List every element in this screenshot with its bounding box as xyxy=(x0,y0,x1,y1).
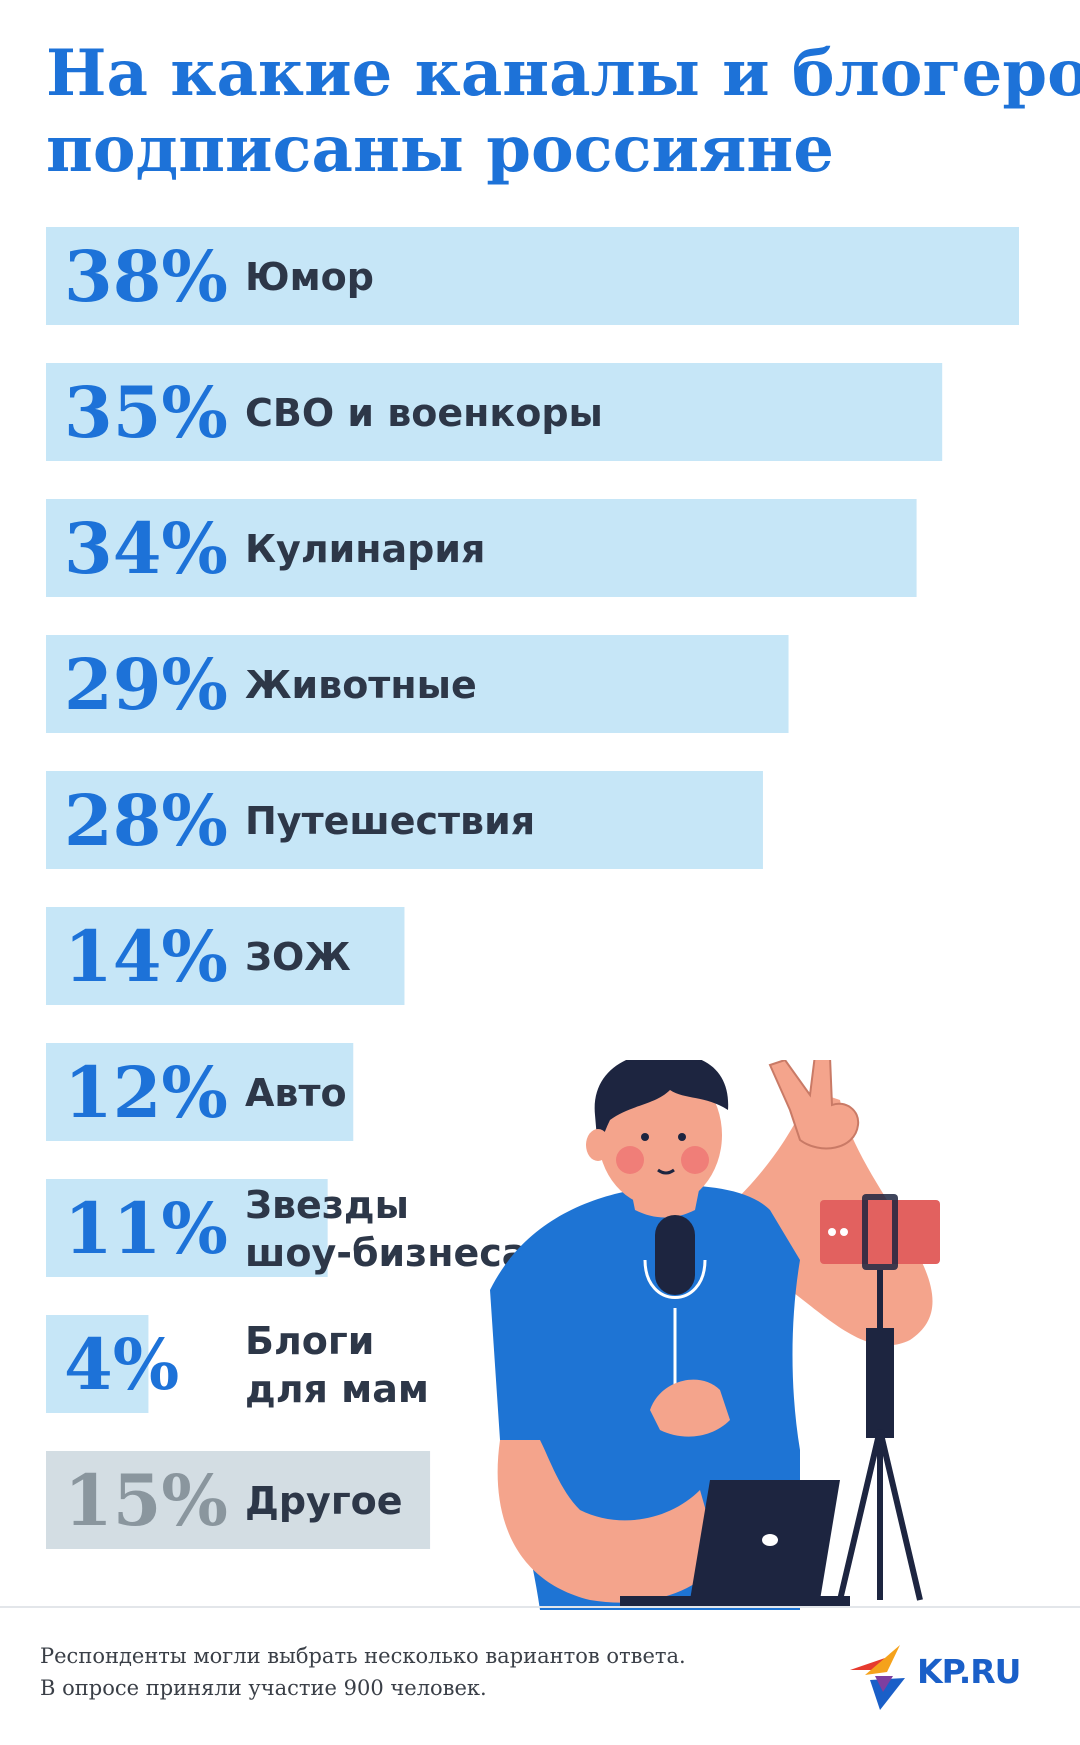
bar-category-label: Животные xyxy=(245,663,477,707)
bar-row: 28% Путешествия xyxy=(46,771,763,869)
survey-note-line-2: В опросе приняли участие 900 человек. xyxy=(40,1676,487,1700)
bar-category-label: Путешествия xyxy=(245,799,535,843)
bar-row: 15% Другое xyxy=(46,1451,431,1549)
bar-value-label: 38% xyxy=(64,235,228,318)
logo-text: KP.RU xyxy=(917,1652,1021,1691)
bar xyxy=(46,1451,431,1549)
survey-note-line-1: Респонденты могли выбрать несколько вари… xyxy=(40,1644,686,1668)
mouth xyxy=(657,1168,675,1175)
bar-row: 4% Блоги для мам xyxy=(46,1315,429,1413)
bar-value-label: 35% xyxy=(64,371,228,454)
lower-arm xyxy=(497,1440,720,1603)
bar-row: 14% ЗОЖ xyxy=(46,907,405,1005)
bar xyxy=(46,907,405,1005)
bar-row: 12% Авто xyxy=(46,1043,354,1141)
cheek-left xyxy=(616,1146,644,1174)
ear-left xyxy=(586,1129,610,1161)
bar-value-label: 11% xyxy=(64,1187,228,1270)
microphone-icon xyxy=(655,1215,695,1295)
page-title: На какие каналы и блогеров подписаны рос… xyxy=(46,36,1080,188)
bar-category-label: Другое xyxy=(245,1479,403,1523)
blogger-illustration xyxy=(490,1060,940,1610)
bar-category-label: СВО и военкоры xyxy=(245,391,603,435)
horizontal-bar-chart: 38% Юмор 35% СВО и военкоры 34% Кулинария 29% Ж… xyxy=(46,227,1019,1549)
bar-value-label: 15% xyxy=(64,1459,228,1542)
title-line-2: подписаны россияне xyxy=(46,112,834,187)
tripod-icon xyxy=(837,1429,883,1601)
hair xyxy=(594,1060,729,1150)
survey-note: Респонденты могли выбрать несколько вари… xyxy=(40,1640,686,1704)
bar xyxy=(46,363,943,461)
bar-category-label: Блоги для мам xyxy=(245,1319,429,1411)
eye-right xyxy=(678,1133,686,1141)
eye-left xyxy=(641,1133,649,1141)
bar-value-label: 12% xyxy=(64,1051,228,1134)
bar-value-label: 28% xyxy=(64,779,228,862)
bar-row: 38% Юмор xyxy=(46,227,1019,325)
bar-category-label: Юмор xyxy=(245,255,374,299)
bar-value-label: 14% xyxy=(64,915,228,998)
bar xyxy=(46,227,1019,325)
footer-divider xyxy=(0,1606,1080,1608)
bar-row: 11% Звезды шоу-бизнеса xyxy=(46,1179,527,1277)
bar xyxy=(46,1315,149,1413)
kp-ru-logo[interactable]: KP.RU xyxy=(845,1640,1045,1712)
bar xyxy=(46,499,917,597)
bar-category-label: ЗОЖ xyxy=(245,935,351,979)
bar-category-label: Звезды шоу-бизнеса xyxy=(245,1183,527,1275)
bar-row: 35% СВО и военкоры xyxy=(46,363,943,461)
bar-row: 29% Животные xyxy=(46,635,789,733)
cheek-right xyxy=(681,1146,709,1174)
bar-value-label: 34% xyxy=(64,507,228,590)
bar xyxy=(46,1043,354,1141)
bar-value-label: 4% xyxy=(64,1323,179,1406)
peace-hand-icon xyxy=(768,1060,860,1150)
kp-bird-icon xyxy=(850,1645,905,1710)
title-line-1: На какие каналы и блогеров xyxy=(46,36,1080,111)
bar-category-label: Кулинария xyxy=(245,527,485,571)
bar xyxy=(46,771,763,869)
hand xyxy=(650,1379,730,1437)
bar-category-label: Авто xyxy=(245,1071,347,1115)
bar xyxy=(46,635,789,733)
bar-row: 34% Кулинария xyxy=(46,499,917,597)
bar-value-label: 29% xyxy=(64,643,228,726)
bar xyxy=(46,1179,328,1277)
